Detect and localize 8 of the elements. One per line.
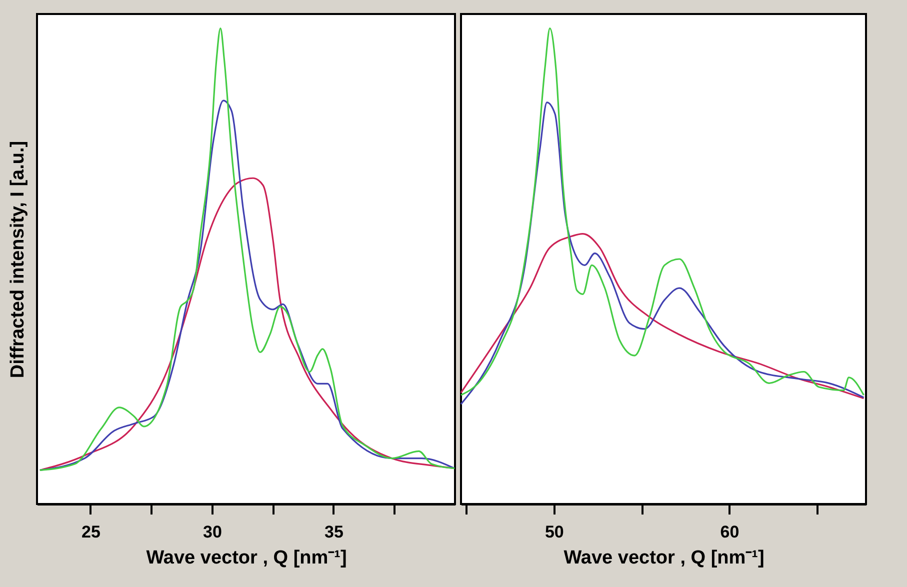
x-tick-label: 25 bbox=[82, 522, 100, 542]
x-tick-label: 35 bbox=[324, 522, 344, 542]
x-tick-label: 30 bbox=[203, 522, 222, 542]
x-axis-title: Wave vector , Q [nm⁻¹] bbox=[146, 548, 347, 568]
x-axis-title: Wave vector , Q [nm⁻¹] bbox=[564, 548, 764, 568]
y-axis-title: Diffracted intensity, I [a.u.] bbox=[8, 140, 28, 378]
x-tick-label: 60 bbox=[720, 522, 740, 542]
x-tick-label: 50 bbox=[544, 522, 564, 542]
